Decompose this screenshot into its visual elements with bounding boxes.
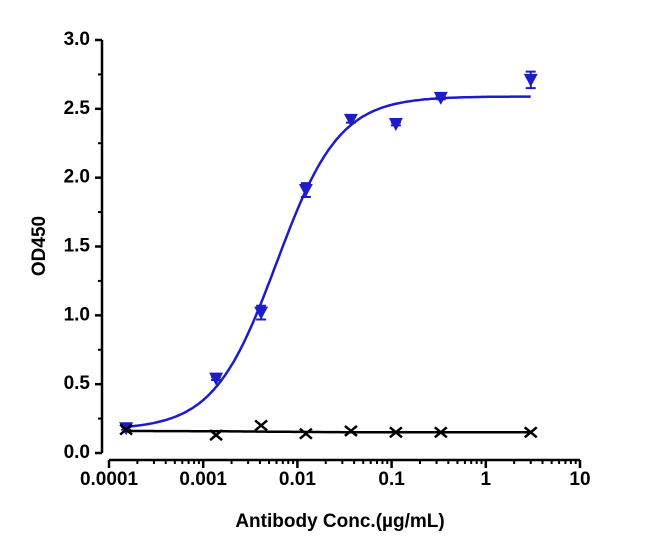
point: [299, 427, 313, 440]
point: [388, 117, 403, 131]
y-tick-label: 0.5: [64, 373, 91, 394]
y-tick-label: 1.0: [64, 304, 90, 325]
fit-curve: [125, 95, 531, 429]
point: [433, 91, 448, 105]
point: [523, 73, 538, 87]
point: [298, 184, 313, 198]
point: [389, 426, 403, 439]
point: [343, 113, 358, 127]
point: [344, 425, 358, 437]
x-axis-label: Antibody Conc.(µg/mL): [235, 511, 444, 532]
y-tick-label: 2.0: [64, 167, 90, 188]
x-tick-label: 0.001: [179, 469, 227, 490]
y-tick-label: 3.0: [64, 29, 90, 50]
fit-curve: [126, 429, 531, 434]
x-tick-label: 10: [569, 469, 590, 490]
x-tick-label: 0.1: [378, 469, 405, 490]
point: [209, 429, 223, 442]
point: [254, 306, 269, 320]
point: [254, 419, 268, 432]
point: [209, 372, 224, 386]
point: [119, 423, 133, 436]
y-tick-label: 1.5: [64, 236, 91, 257]
x-tick-label: 0.01: [279, 469, 316, 490]
x-tick-label: 1: [481, 469, 492, 490]
y-axis-label: OD450: [29, 216, 50, 276]
y-tick-label: 0.0: [64, 442, 90, 463]
y-tick-label: 2.5: [64, 98, 91, 119]
point: [523, 426, 538, 439]
x-tick-label: 0.0001: [80, 469, 139, 490]
point: [434, 426, 448, 439]
